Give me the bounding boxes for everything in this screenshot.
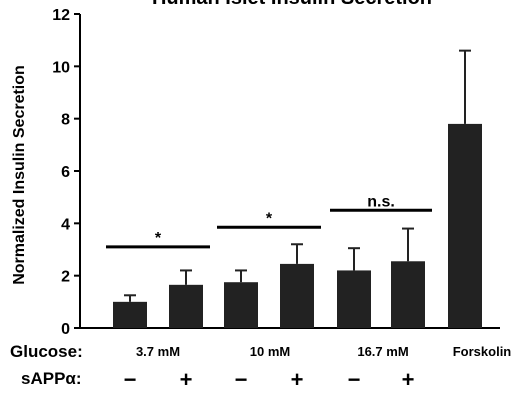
y-tick-label-8: 8 (61, 112, 70, 129)
error-bars (124, 49, 471, 302)
x-group-labels: 3.7 mM 10 mM 16.7 mM Forskolin (136, 344, 511, 359)
sig-label-2: n.s. (367, 193, 395, 210)
sig-label-0: * (155, 230, 162, 247)
bar-2 (224, 282, 258, 328)
bar-6 (448, 123, 482, 329)
y-tick-label-6: 6 (61, 164, 70, 181)
y-tick-label-0: 0 (61, 321, 70, 338)
sapp-row-label: sAPPα: (21, 369, 82, 388)
bar-0 (113, 301, 147, 328)
chart-title: Human Islet Insulin Secretion (152, 0, 432, 9)
axes: 0 2 4 6 8 10 12 (52, 7, 500, 338)
sapp-sign-4: − (348, 367, 361, 392)
y-tick-label-10: 10 (52, 59, 70, 76)
bar-1 (169, 284, 203, 328)
sapp-sign-1: + (180, 367, 193, 392)
bar-5 (391, 261, 425, 328)
y-tick-label-4: 4 (61, 216, 70, 233)
group-label-2: 16.7 mM (357, 344, 408, 359)
group-label-0: 3.7 mM (136, 344, 180, 359)
y-axis-label: Normalized Insulin Secretion (11, 65, 28, 285)
y-tick-label-12: 12 (52, 7, 70, 24)
bar-4 (337, 270, 371, 328)
group-label-1: 10 mM (250, 344, 290, 359)
sapp-sign-2: − (235, 367, 248, 392)
glucose-row-label: Glucose: (10, 342, 83, 361)
group-label-3: Forskolin (453, 344, 512, 359)
sapp-sign-5: + (402, 367, 415, 392)
bars (113, 123, 482, 329)
bar-3 (280, 263, 314, 328)
significance-annotations: * * n.s. (106, 193, 432, 249)
sig-label-1: * (266, 210, 273, 227)
sapp-sign-labels: − + − + − + (124, 367, 415, 392)
sapp-sign-3: + (291, 367, 304, 392)
sapp-sign-0: − (124, 367, 137, 392)
y-tick-label-2: 2 (61, 269, 70, 286)
